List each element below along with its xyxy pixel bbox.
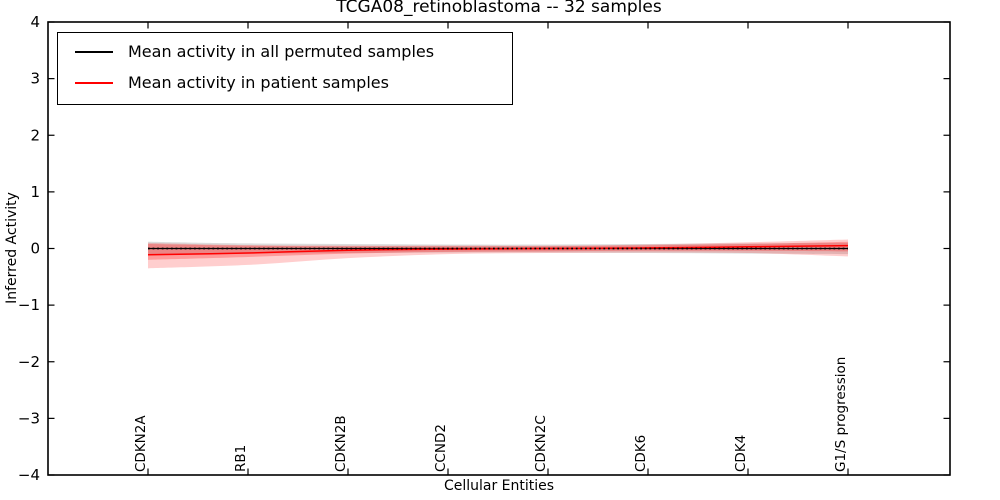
legend-line-red bbox=[75, 82, 113, 85]
x-tick-label-cdkn2b: CDKN2B bbox=[333, 415, 349, 472]
band-patient-samples-spread-inner bbox=[148, 241, 848, 260]
y-tick-label: 2 bbox=[30, 126, 40, 144]
y-tick-label: 0 bbox=[30, 240, 40, 258]
y-tick-label: −3 bbox=[18, 409, 40, 427]
y-tick-label: 1 bbox=[30, 183, 40, 201]
chart-title: TCGA08_retinoblastoma -- 32 samples bbox=[336, 0, 662, 17]
legend: Mean activity in all permuted samples Me… bbox=[57, 32, 513, 105]
legend-label: Mean activity in patient samples bbox=[128, 72, 389, 92]
x-tick-label-cdkn2c: CDKN2C bbox=[533, 415, 549, 472]
x-tick-label-cdk6: CDK6 bbox=[633, 435, 649, 472]
x-tick-label-ccnd2: CCND2 bbox=[433, 424, 449, 472]
y-tick-label: −4 bbox=[18, 466, 40, 484]
y-tick-label: 3 bbox=[30, 70, 40, 88]
y-tick-label: 4 bbox=[30, 13, 40, 31]
x-tick-label-g1-s-progression: G1/S progression bbox=[833, 357, 849, 472]
x-tick-label-rb1: RB1 bbox=[233, 445, 249, 472]
legend-label: Mean activity in all permuted samples bbox=[128, 42, 435, 61]
x-tick-label-cdkn2a: CDKN2A bbox=[133, 415, 149, 472]
x-tick-label-cdk4: CDK4 bbox=[733, 435, 749, 472]
band-patient-samples-spread-outer bbox=[148, 239, 848, 269]
x-axis-label: Cellular Entities bbox=[443, 478, 555, 494]
legend-line-black bbox=[75, 51, 113, 54]
y-axis-label: Inferred Activity bbox=[4, 192, 20, 304]
y-tick-label: −1 bbox=[18, 296, 40, 314]
legend-item-permuted: Mean activity in all permuted samples bbox=[58, 42, 504, 63]
y-tick-label: −2 bbox=[18, 353, 40, 371]
legend-item-patient: Mean activity in patient samples bbox=[58, 73, 504, 94]
